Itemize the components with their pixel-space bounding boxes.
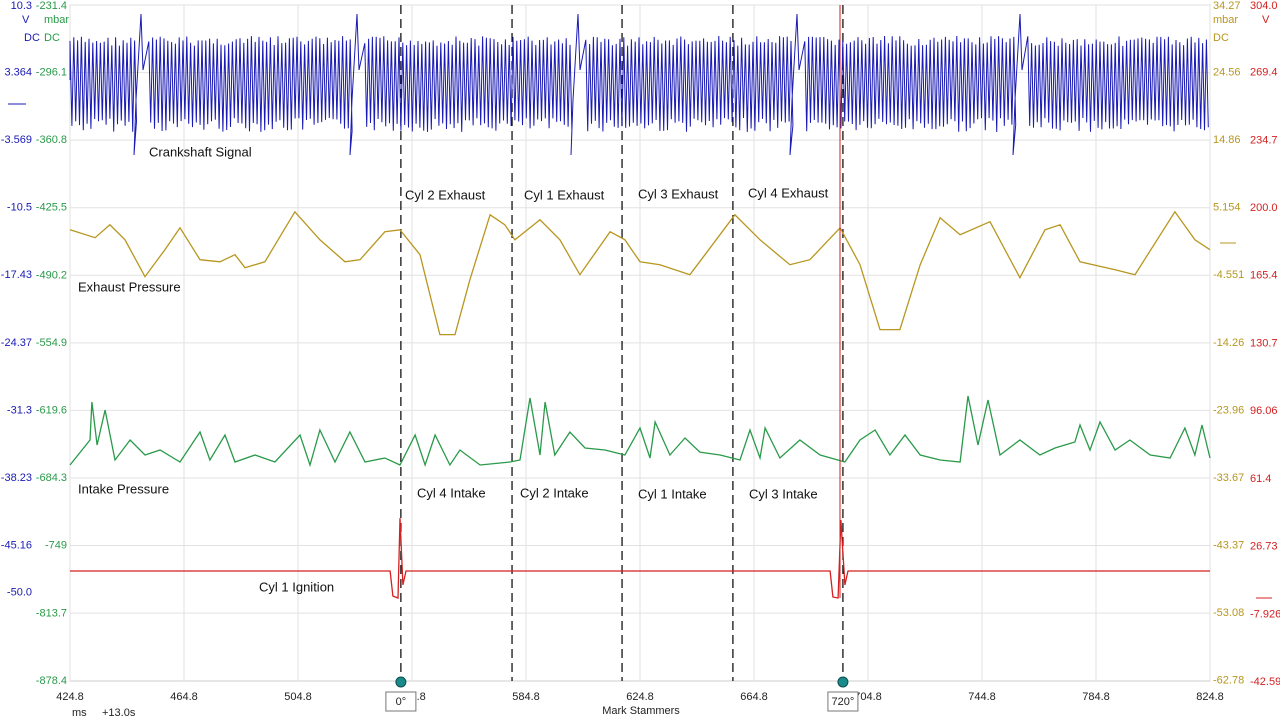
x-offset: +13.0s	[102, 707, 136, 719]
y-tick-label: -42.59	[1250, 676, 1280, 688]
y-tick-label: -749	[45, 540, 67, 552]
y-tick-label: -53.08	[1213, 607, 1244, 619]
y-tick-label: -4.551	[1213, 269, 1244, 281]
y-tick-label: -360.8	[36, 134, 67, 146]
x-unit: ms	[72, 707, 87, 719]
y-tick-label: -10.5	[7, 202, 32, 214]
y-tick-label: -24.37	[1, 337, 32, 349]
trace-line	[69, 395, 1211, 468]
axis-coupling: DC	[44, 32, 60, 44]
x-title: Mark Stammers	[602, 705, 680, 717]
y-tick-label: -38.23	[1, 472, 32, 484]
trace-label: Cyl 1 Ignition	[259, 579, 334, 594]
event-label: Cyl 2 Intake	[520, 485, 589, 500]
event-label: Cyl 1 Exhaust	[524, 187, 605, 202]
y-tick-label: -619.6	[36, 405, 67, 417]
y-tick-label: 96.06	[1250, 405, 1278, 417]
y-tick-label: -14.26	[1213, 337, 1244, 349]
trace-line	[69, 210, 1211, 336]
y-tick-label: 10.3	[11, 0, 32, 12]
y-tick-label: 26.73	[1250, 541, 1278, 553]
y-tick-label: 24.56	[1213, 67, 1241, 79]
axis-unit: mbar	[1213, 14, 1238, 26]
cursor-label: 720°	[832, 696, 855, 708]
y-tick-label: -554.9	[36, 337, 67, 349]
y-tick-label: -296.1	[36, 67, 67, 79]
x-tick-label: 784.8	[1082, 691, 1110, 703]
cursor-handle	[395, 676, 407, 688]
axis-unit: V	[22, 14, 30, 26]
y-tick-label: -425.5	[36, 202, 67, 214]
trace-label: Intake Pressure	[78, 481, 169, 496]
event-label: Cyl 4 Intake	[417, 485, 486, 500]
y-tick-label: -31.3	[7, 404, 32, 416]
x-tick-label: 424.8	[56, 691, 84, 703]
y-tick-label: 304.0	[1250, 0, 1278, 12]
y-tick-label: -490.2	[36, 269, 67, 281]
y-tick-label: 200.0	[1250, 202, 1278, 214]
axis-coupling: DC	[1213, 32, 1229, 44]
event-label: Cyl 4 Exhaust	[748, 185, 829, 200]
cursor-label: 0°	[396, 696, 407, 708]
trace-label: Exhaust Pressure	[78, 279, 181, 294]
y-tick-label: -45.16	[1, 539, 32, 551]
x-tick-label: 664.8	[740, 691, 768, 703]
trace-label: Crankshaft Signal	[149, 144, 252, 159]
y-tick-label: -43.37	[1213, 539, 1244, 551]
event-label: Cyl 1 Intake	[638, 486, 707, 501]
event-label: Cyl 3 Exhaust	[638, 186, 719, 201]
y-tick-label: 34.27	[1213, 0, 1241, 12]
x-tick-label: 464.8	[170, 691, 198, 703]
cursor-handle	[837, 676, 849, 688]
y-tick-label: 130.7	[1250, 337, 1278, 349]
y-tick-label: -813.7	[36, 607, 67, 619]
trace-line	[70, 518, 1210, 599]
x-tick-label: 504.8	[284, 691, 312, 703]
axis-coupling: DC	[24, 32, 40, 44]
y-tick-label: -23.96	[1213, 404, 1244, 416]
y-tick-label: -33.67	[1213, 472, 1244, 484]
cursor-box	[827, 691, 859, 712]
y-tick-label: -684.3	[36, 472, 67, 484]
x-tick-label: 624.8	[626, 691, 654, 703]
y-tick-label: -17.43	[1, 269, 32, 281]
y-tick-label: 5.154	[1213, 202, 1241, 214]
y-tick-label: -3.569	[1, 134, 32, 146]
x-tick-label: 584.8	[512, 691, 540, 703]
event-label: Cyl 3 Intake	[749, 486, 818, 501]
axis-unit: V	[1262, 14, 1270, 26]
axis-unit: mbar	[44, 14, 69, 26]
y-tick-label: 14.86	[1213, 134, 1241, 146]
y-tick-label: -7.926	[1250, 608, 1280, 620]
x-tick-label: 744.8	[968, 691, 996, 703]
event-label: Cyl 2 Exhaust	[405, 187, 486, 202]
y-tick-label: 61.4	[1250, 473, 1271, 485]
y-tick-label: -50.0	[7, 587, 32, 599]
cursor-box	[385, 691, 417, 712]
y-tick-label: -231.4	[36, 0, 67, 12]
y-tick-label: 269.4	[1250, 67, 1278, 79]
x-tick-label: 824.8	[1196, 691, 1224, 703]
y-tick-label: 234.7	[1250, 134, 1278, 146]
x-tick-label: 704.8	[854, 691, 882, 703]
y-tick-label: -62.78	[1213, 675, 1244, 687]
crankshaft-trace	[69, 13, 1209, 156]
y-tick-label: -878.4	[36, 675, 67, 687]
y-tick-label: 165.4	[1250, 270, 1278, 282]
y-tick-label: 3.364	[4, 67, 32, 79]
